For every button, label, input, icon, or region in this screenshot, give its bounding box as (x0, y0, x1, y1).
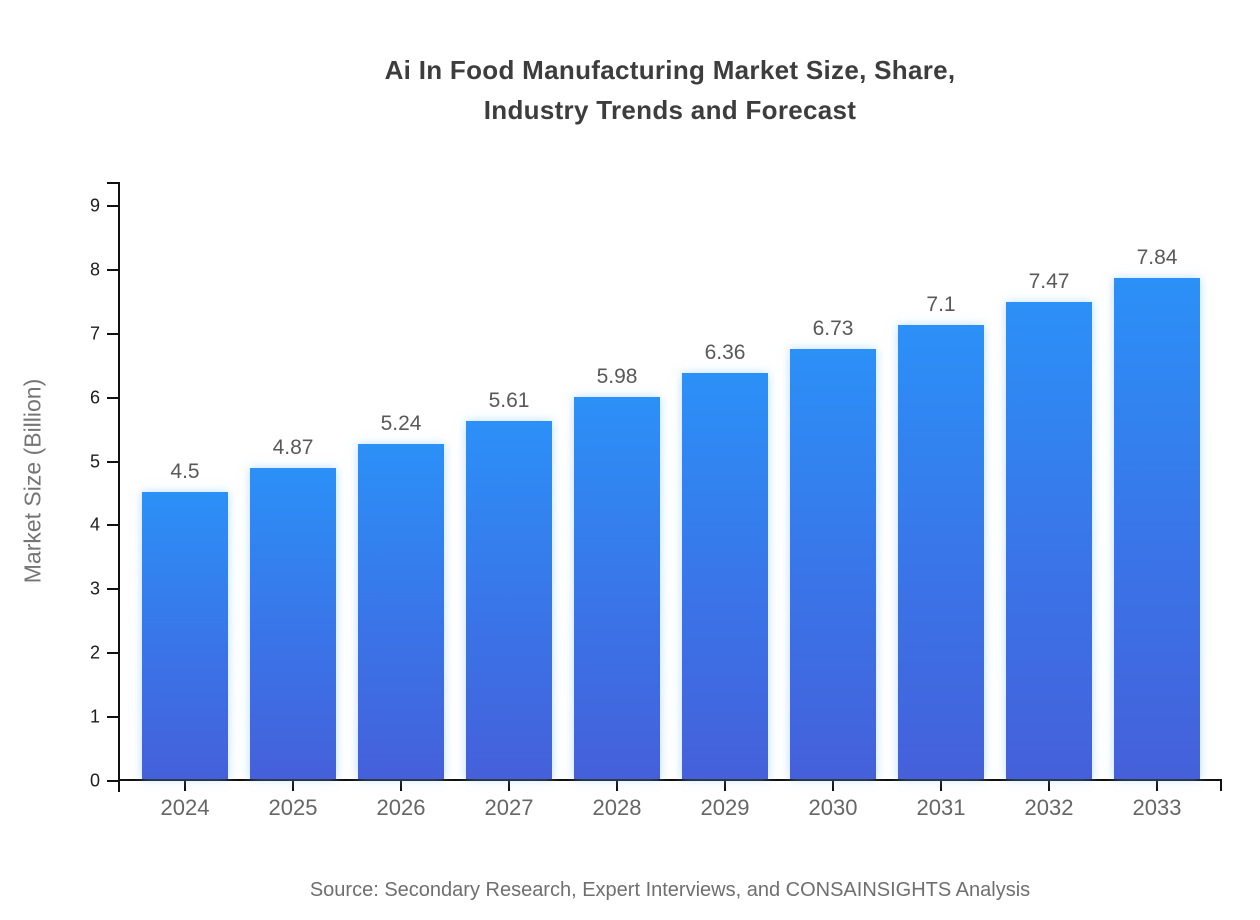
bar-value-label: 7.84 (1136, 246, 1178, 270)
x-tick (400, 781, 402, 791)
y-tick (107, 460, 118, 463)
y-tick (107, 268, 118, 271)
x-tick (508, 781, 510, 791)
bar-value-label: 7.1 (926, 293, 956, 317)
x-tick (940, 781, 942, 791)
bar-value-label: 6.36 (704, 340, 746, 364)
y-axis-line (118, 182, 120, 792)
x-axis-end-cap (1220, 781, 1222, 791)
chart-title-line-2: Industry Trends and Forecast (483, 95, 857, 125)
y-tick-label: 6 (89, 387, 100, 408)
x-tick (832, 781, 834, 791)
y-tick (107, 332, 118, 335)
y-tick-label: 5 (89, 451, 100, 472)
bar-value-label: 5.24 (380, 412, 422, 436)
bar-2027: 5.61 (466, 389, 552, 779)
y-axis-title: Market Size (Billion) (19, 378, 46, 584)
bar-2028: 5.98 (574, 365, 660, 779)
bar-value-label: 5.61 (488, 388, 530, 412)
bar-series: 4.5 4.87 5.24 5.61 5.98 6.36 6.73 7.1 7.47 7.84 (120, 182, 1222, 779)
chart-title-line-1: Ai In Food Manufacturing Market Size, Sh… (384, 55, 956, 85)
x-tick (292, 781, 294, 791)
bar-2025: 4.87 (250, 436, 336, 779)
y-tick-label: 4 (89, 514, 100, 535)
bar-2026: 5.24 (358, 412, 444, 779)
x-tick-label: 2031 (916, 795, 966, 820)
x-tick-label: 2024 (160, 795, 210, 820)
bar-value-label: 5.98 (596, 364, 638, 388)
bar-2033: 7.84 (1114, 246, 1200, 779)
x-tick-label: 2029 (700, 795, 750, 820)
x-tick (1156, 781, 1158, 791)
bar-2030: 6.73 (790, 317, 876, 779)
y-tick-label: 3 (89, 578, 100, 599)
x-tick-label: 2030 (808, 795, 858, 820)
x-tick-label: 2026 (376, 795, 426, 820)
y-tick-label: 1 (89, 706, 100, 727)
source-note: Source: Secondary Research, Expert Inter… (309, 879, 1031, 901)
y-tick (107, 652, 118, 655)
x-tick (184, 781, 186, 791)
bar-2031: 7.1 (898, 293, 984, 779)
y-tick (107, 524, 118, 527)
x-tick-label: 2033 (1132, 795, 1182, 820)
y-tick (107, 716, 118, 719)
x-tick (724, 781, 726, 791)
bar-value-label: 6.73 (812, 317, 854, 341)
y-tick-label: 2 (89, 642, 100, 663)
x-tick-label: 2028 (592, 795, 642, 820)
bar-value-label: 7.47 (1028, 269, 1070, 293)
y-tick-label: 9 (89, 195, 100, 216)
y-tick (107, 396, 118, 399)
bar-value-label: 4.87 (272, 435, 314, 459)
x-tick-label: 2025 (268, 795, 318, 820)
y-tick-label: 7 (89, 323, 100, 344)
y-axis-end-cap (107, 182, 118, 184)
y-tick-label: 0 (89, 770, 100, 791)
y-tick (107, 780, 118, 782)
x-tick-label: 2027 (484, 795, 534, 820)
x-tick (616, 781, 618, 791)
chart-title: Ai In Food Manufacturing Market Size, Sh… (80, 50, 1260, 130)
x-tick-label: 2032 (1024, 795, 1074, 820)
y-tick (107, 588, 118, 591)
x-tick (1048, 781, 1050, 791)
x-axis-line (118, 779, 1222, 781)
y-tick (107, 205, 118, 207)
plot-area: 0 1 2 3 4 5 6 7 8 9 2024 2025 2026 2027 2028 2029 2030 2… (90, 182, 1222, 820)
y-tick-label: 8 (89, 259, 100, 280)
bar-2024: 4.5 (142, 460, 228, 779)
bar-2029: 6.36 (682, 341, 768, 779)
bar-value-label: 4.5 (170, 459, 200, 483)
bar-2032: 7.47 (1006, 270, 1092, 779)
